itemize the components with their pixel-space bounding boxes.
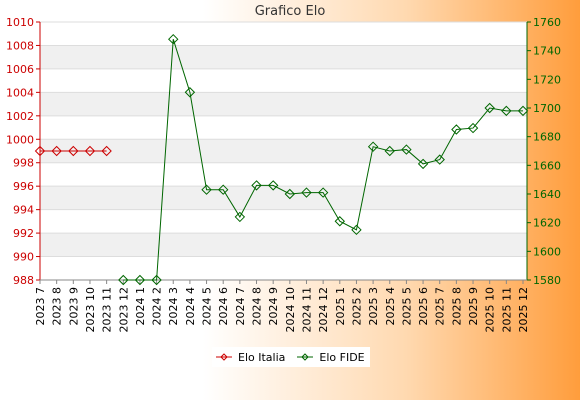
legend-item-italia: Elo Italia (216, 351, 285, 364)
data-point-1 (467, 122, 479, 134)
chart-legend: Elo Italia Elo FIDE (212, 347, 370, 367)
x-tick-label: 2024 1 (134, 287, 147, 326)
data-point-1 (151, 274, 162, 286)
data-point-1 (184, 87, 196, 98)
x-tick-label: 2025 8 (450, 287, 463, 326)
y-left-tick-label: 998 (13, 157, 34, 170)
y-left-tick-label: 1010 (6, 16, 34, 29)
grid-band (40, 233, 527, 257)
legend-swatch-fide (297, 353, 314, 361)
x-tick-label: 2025 7 (434, 287, 447, 326)
data-point-1 (267, 180, 279, 191)
y-right-tick-label: 1760 (533, 16, 561, 29)
data-point-1 (217, 184, 229, 195)
x-tick-label: 2025 4 (384, 287, 397, 326)
y-left-tick-label: 994 (13, 204, 34, 217)
data-point-0 (84, 145, 96, 157)
x-tick-label: 2025 9 (467, 287, 480, 326)
y-right-tick-label: 1620 (533, 217, 561, 230)
x-tick-label: 2024 6 (217, 287, 230, 326)
data-point-0 (51, 145, 62, 157)
y-right-tick-label: 1700 (533, 102, 561, 115)
y-left-tick-label: 990 (13, 251, 34, 264)
grid-band (40, 92, 527, 116)
data-point-1 (201, 184, 212, 195)
y-left-tick-label: 988 (13, 274, 34, 287)
legend-swatch-italia (216, 353, 232, 361)
x-tick-label: 2024 12 (317, 287, 330, 333)
series-line-1 (123, 39, 523, 281)
data-point-1 (334, 216, 346, 227)
x-tick-label: 2024 5 (201, 287, 214, 326)
y-right-tick-label: 1740 (533, 45, 561, 58)
legend-item-fide: Elo FIDE (297, 350, 365, 364)
y-left-tick-label: 1004 (6, 86, 34, 99)
data-point-1 (134, 274, 146, 286)
x-tick-label: 2025 11 (500, 287, 513, 333)
x-tick-label: 2024 10 (284, 287, 297, 333)
x-tick-label: 2024 7 (234, 287, 247, 326)
y-left-tick-label: 1002 (6, 110, 34, 123)
x-tick-label: 2024 4 (184, 287, 197, 326)
x-tick-label: 2024 9 (267, 287, 280, 326)
y-left-tick-label: 1008 (6, 39, 34, 52)
grid-band (40, 186, 527, 210)
x-tick-label: 2024 3 (167, 287, 180, 326)
data-point-1 (168, 33, 179, 45)
x-tick-label: 2023 7 (34, 287, 47, 326)
data-point-1 (234, 211, 246, 223)
y-left-tick-label: 992 (13, 227, 34, 240)
data-point-1 (251, 180, 262, 191)
y-right-tick-label: 1680 (533, 131, 561, 144)
data-point-1 (417, 158, 429, 170)
x-tick-label: 2023 9 (67, 287, 80, 326)
x-tick-label: 2025 3 (367, 287, 380, 326)
data-point-1 (351, 224, 362, 236)
x-tick-label: 2025 1 (334, 287, 347, 326)
data-point-1 (401, 144, 412, 155)
legend-label-fide: Elo FIDE (319, 350, 365, 364)
x-tick-label: 2025 6 (417, 287, 430, 326)
data-point-1 (118, 274, 129, 286)
data-point-1 (517, 105, 529, 117)
x-tick-label: 2023 8 (51, 287, 64, 326)
x-tick-label: 2025 10 (484, 287, 497, 333)
chart-title: Grafico Elo (254, 4, 326, 19)
x-tick-label: 2024 2 (151, 287, 164, 326)
y-right-tick-label: 1720 (533, 73, 561, 86)
data-point-1 (317, 187, 329, 198)
y-left-tick-label: 1006 (6, 63, 34, 76)
data-point-0 (101, 145, 112, 157)
x-tick-label: 2023 12 (117, 287, 130, 333)
data-point-1 (451, 124, 462, 135)
data-point-0 (34, 145, 46, 157)
data-point-1 (484, 102, 495, 114)
data-point-1 (367, 141, 379, 152)
data-point-1 (501, 105, 512, 117)
y-right-tick-label: 1640 (533, 188, 561, 201)
y-right-tick-label: 1660 (533, 159, 561, 172)
x-tick-label: 2025 5 (400, 287, 413, 326)
data-point-1 (434, 154, 445, 165)
y-left-tick-label: 996 (13, 180, 34, 193)
grid-band (40, 139, 527, 163)
x-tick-label: 2024 11 (300, 287, 313, 333)
y-right-tick-label: 1600 (533, 245, 561, 258)
data-point-1 (384, 145, 395, 157)
x-tick-label: 2023 11 (101, 287, 114, 333)
data-point-1 (284, 188, 296, 200)
y-left-tick-label: 1000 (6, 133, 34, 146)
x-tick-label: 2025 2 (350, 287, 363, 326)
legend-label-italia: Elo Italia (238, 350, 286, 364)
data-point-0 (68, 145, 79, 157)
y-right-tick-label: 1580 (533, 274, 561, 287)
x-tick-label: 2023 10 (84, 287, 97, 333)
data-point-1 (301, 187, 312, 198)
grid-band (40, 45, 527, 69)
x-tick-label: 2025 12 (517, 287, 530, 333)
x-tick-label: 2024 8 (251, 287, 264, 326)
